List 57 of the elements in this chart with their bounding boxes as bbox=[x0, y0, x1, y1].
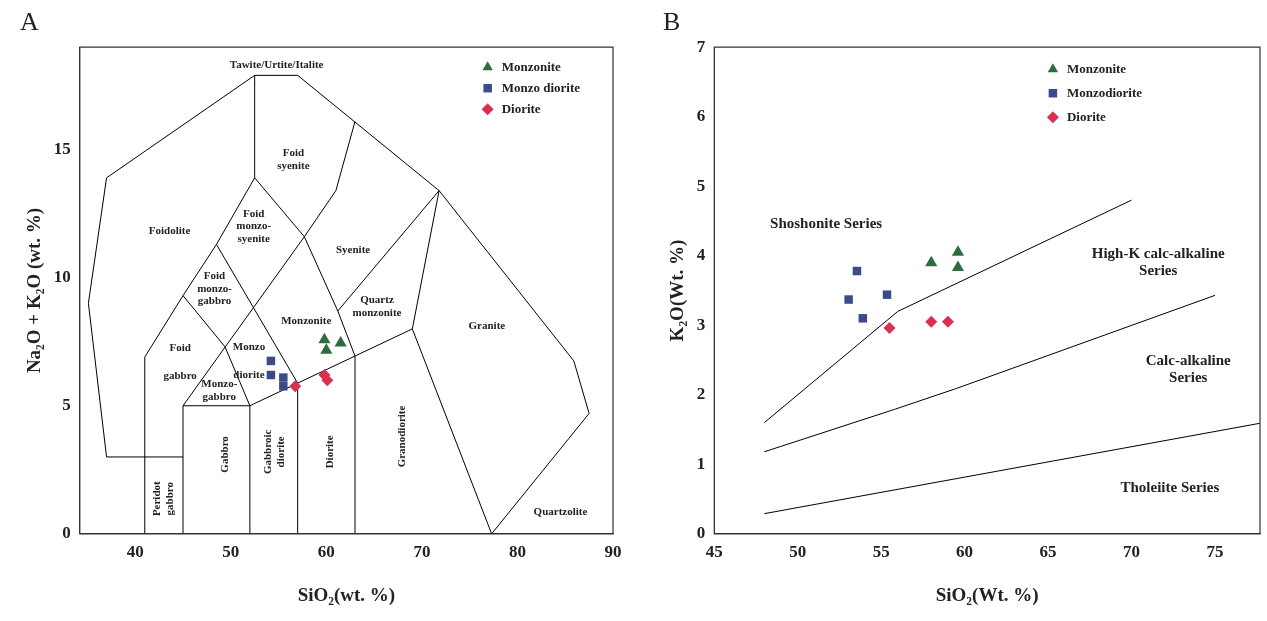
text: Foid gabbro bbox=[163, 341, 197, 381]
y-axis-title: K₂O(Wt. %) bbox=[666, 239, 689, 342]
annotation: Peridot gabbro bbox=[150, 480, 176, 517]
x-tick-label: 80 bbox=[508, 542, 526, 562]
legend-label: Monzodiorite bbox=[1066, 84, 1143, 100]
legend-label: Diorite bbox=[501, 100, 541, 116]
annotation: Granodiorite bbox=[394, 405, 407, 468]
y-tick-label: 5 bbox=[62, 395, 71, 415]
annotation: Gabbro bbox=[217, 435, 230, 473]
y-tick-label: 1 bbox=[696, 453, 706, 473]
annotation: Granite bbox=[468, 319, 506, 332]
annotation: Gabbroic diorite bbox=[261, 429, 286, 475]
x-tick-label: 75 bbox=[1206, 542, 1224, 562]
x-tick-label: 65 bbox=[1039, 542, 1057, 562]
annotation: Diorite bbox=[323, 435, 335, 469]
annotation: Foid monzo- syenite bbox=[236, 206, 272, 244]
x-tick-label: 60 bbox=[956, 542, 974, 562]
x-axis-title: SiO₂(wt. %) bbox=[297, 583, 396, 606]
x-tick-label: 90 bbox=[604, 542, 622, 562]
x-tick-label: 55 bbox=[872, 542, 890, 562]
y-tick-label: 2 bbox=[696, 384, 706, 404]
y-tick-label: 4 bbox=[696, 245, 706, 265]
x-tick-label: 70 bbox=[1123, 542, 1140, 562]
chart-title: A bbox=[20, 7, 39, 37]
legend-label: Monzonite bbox=[501, 58, 562, 74]
x-tick-label: 60 bbox=[317, 542, 335, 562]
annotation: High-K calc-alkaline Series bbox=[1091, 244, 1225, 279]
chart-title: B bbox=[663, 7, 681, 37]
x-tick-label: 40 bbox=[126, 542, 144, 562]
legend-label: Diorite bbox=[1066, 108, 1107, 124]
x-axis-title: SiO₂(Wt. %) bbox=[935, 583, 1039, 606]
annotation: Foid monzo- gabbro bbox=[197, 268, 233, 307]
y-tick-label: 0 bbox=[696, 523, 706, 543]
legend-label: Monzo diorite bbox=[501, 79, 581, 95]
x-tick-label: 70 bbox=[413, 542, 431, 562]
annotation: Monzonite bbox=[281, 314, 332, 327]
y-axis-title: Na₂O + K₂O (wt. %) bbox=[23, 207, 46, 374]
y-tick-label: 10 bbox=[53, 267, 71, 287]
x-tick-label: 50 bbox=[789, 542, 807, 562]
y-tick-label: 5 bbox=[696, 175, 706, 195]
annotation: Tholeiite Series bbox=[1120, 478, 1220, 495]
annotation: Foidolite bbox=[148, 224, 191, 237]
annotation: Foid syenite bbox=[277, 146, 310, 172]
legend-label: Monzonite bbox=[1066, 60, 1127, 76]
x-tick-label: 45 bbox=[705, 542, 723, 562]
annotation: Quartzolite bbox=[533, 505, 588, 518]
y-tick-label: 15 bbox=[53, 139, 71, 159]
annotation: Calc-alkaline Series bbox=[1145, 352, 1232, 386]
y-tick-label: 6 bbox=[696, 106, 706, 126]
annotation: Syenite bbox=[335, 243, 371, 256]
y-tick-label: 3 bbox=[696, 314, 706, 334]
y-tick-label: 7 bbox=[696, 36, 706, 56]
x-tick-label: 50 bbox=[222, 542, 240, 562]
annotation: Shoshonite Series bbox=[770, 214, 883, 231]
annotation: Quartz monzonite bbox=[352, 293, 402, 319]
y-tick-label: 0 bbox=[62, 523, 71, 543]
annotation: Tawite/Urtite/Italite bbox=[229, 57, 324, 70]
